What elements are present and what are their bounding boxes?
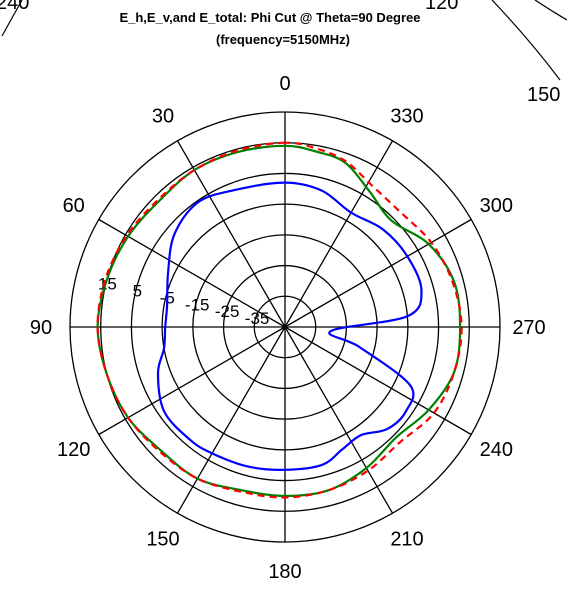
right-neighbor-arc-outer [491,0,561,81]
spoke-240 [284,326,472,436]
angle-label-240: 240 [480,439,513,461]
angle-labels: 0 30 60 90 120 150 180 210 240 270 300 330 [30,73,546,583]
ring-label--25: -25 [215,302,240,321]
trace-1 [96,144,462,498]
trace-0 [156,181,423,471]
spoke-120 [98,326,286,436]
ring-label--15: -15 [185,295,210,314]
angle-label-300: 300 [480,195,513,217]
polar-spokes [70,112,500,542]
right-neighbor-arc-inner [534,0,567,21]
trace-2 [96,141,463,499]
left-neighbor-arc [1,0,23,37]
angle-label-330: 330 [390,106,423,128]
angle-label-30: 30 [152,106,174,128]
angle-label-0: 0 [279,73,290,95]
spoke-60 [98,218,286,328]
neighbor-label-right: 150 [527,84,560,106]
ring-label-5: 5 [133,281,142,300]
spoke-300 [284,218,472,328]
neighbor-label-center: 120 [425,0,458,14]
pattern-traces [96,141,463,499]
spoke-30 [176,140,286,328]
ring-label--35: -35 [245,309,270,328]
angle-label-210: 210 [390,528,423,550]
angle-label-270: 270 [512,317,545,339]
angle-label-150: 150 [146,528,179,550]
angle-label-120: 120 [57,439,90,461]
angle-label-60: 60 [63,195,85,217]
chart-subtitle: (frequency=5150MHz) [216,32,350,47]
angle-label-180: 180 [268,561,301,583]
spoke-210 [284,326,394,514]
spoke-330 [284,140,394,328]
neighbor-label-left: 240 [0,0,29,14]
neighbor-chart-fragments: 240 120 150 [0,0,567,106]
spoke-150 [176,326,286,514]
ring-label-15: 15 [98,275,117,294]
ring-labels: 15 5 -5 -15 -25 -35 [98,275,269,329]
angle-label-90: 90 [30,317,52,339]
chart-title: E_h,E_v,and E_total: Phi Cut @ Theta=90 … [119,10,420,25]
